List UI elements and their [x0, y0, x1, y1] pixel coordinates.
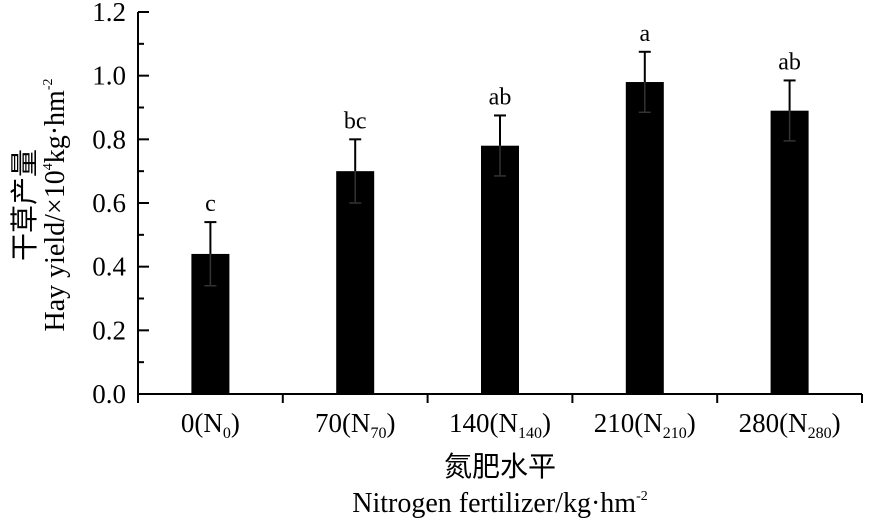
x-tick-label-close: ) — [832, 408, 841, 438]
x-axis-title-cn: 氮肥水平 — [444, 451, 556, 483]
x-tick-label-sub: 70 — [370, 425, 386, 442]
significance-letter: c — [205, 191, 216, 217]
bars — [191, 50, 809, 395]
x-tick-label-main: 0(N — [181, 408, 223, 438]
x-axis-title-exp: -2 — [636, 489, 648, 504]
x-tick-label: 140(N140) — [449, 408, 551, 442]
x-tick-label-sub: 140 — [518, 425, 542, 442]
y-tick-label: 0.6 — [92, 188, 126, 218]
x-tick-label-main: 70(N — [315, 408, 371, 438]
y-axis-title-exp: 4 — [41, 163, 56, 170]
significance-letter: ab — [778, 49, 801, 75]
x-tick-label-main: 210(N — [594, 408, 663, 438]
y-axis-title-prefix: Hay yield/×10 — [40, 170, 71, 331]
x-tick-label-sub: 210 — [663, 425, 687, 442]
x-axis-title-text: Nitrogen fertilizer/kg·hm — [352, 488, 636, 519]
bar — [481, 145, 519, 394]
y-axis-title-unit: kg·hm — [40, 90, 71, 163]
y-axis-title-cn: 干草产量 — [9, 149, 41, 261]
labels: 0.0 0.2 0.4 0.6 0.8 1.0 1.2 c 0(N0) bc 70(N70) ab 14… — [92, 0, 840, 442]
x-tick-label-close: ) — [542, 408, 551, 438]
axes — [137, 11, 863, 403]
y-tick-label: 1.0 — [92, 61, 126, 91]
x-tick-label: 70(N70) — [315, 408, 396, 442]
x-tick-label: 0(N0) — [181, 408, 240, 442]
y-tick-label: 1.2 — [92, 0, 126, 27]
x-tick-label-close: ) — [386, 408, 395, 438]
significance-letter: ab — [489, 84, 512, 110]
x-tick-label-main: 140(N — [449, 408, 518, 438]
y-tick-label: 0.2 — [92, 315, 126, 345]
y-axis-title-unit-exp: -2 — [41, 79, 56, 91]
bar — [770, 110, 809, 394]
x-tick-label: 210(N210) — [594, 408, 696, 442]
y-tick-label: 0.4 — [92, 252, 126, 282]
x-tick-label-close: ) — [231, 408, 240, 438]
y-axis-title-en: Hay yield/×104kg·hm-2 — [40, 79, 71, 332]
x-tick-label: 280(N280) — [739, 408, 841, 442]
x-tick-label-close: ) — [687, 408, 696, 438]
significance-letter: bc — [344, 108, 367, 134]
x-tick-label-sub: 280 — [808, 425, 832, 442]
bar — [625, 82, 664, 395]
bar — [336, 171, 375, 394]
y-tick-label: 0.8 — [92, 124, 126, 154]
x-tick-label-sub: 0 — [223, 425, 231, 442]
x-tick-label-main: 280(N — [739, 408, 808, 438]
x-axis-title-en: Nitrogen fertilizer/kg·hm-2 — [352, 488, 647, 519]
y-tick-label: 0.0 — [92, 379, 126, 409]
significance-letter: a — [639, 21, 650, 47]
